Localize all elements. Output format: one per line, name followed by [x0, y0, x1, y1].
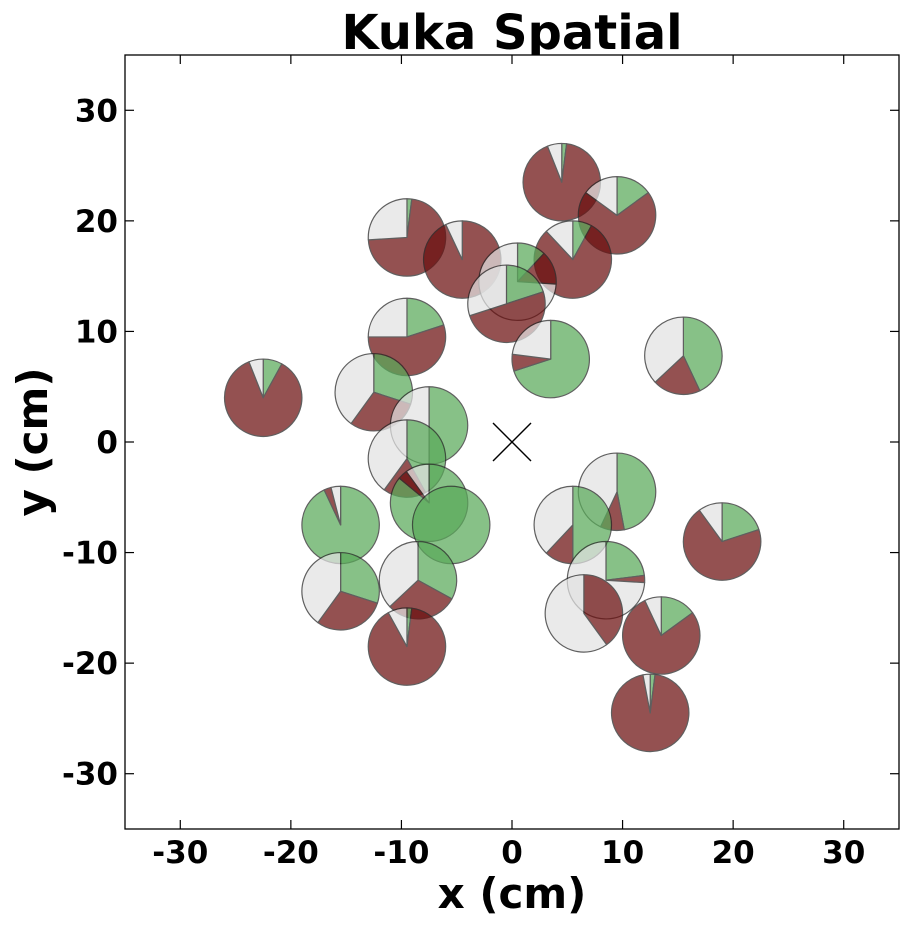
- pie-slice-failure: [622, 599, 701, 675]
- x-tick-label: 10: [601, 835, 644, 871]
- pie-slice-success: [513, 319, 590, 399]
- x-tick-label: -20: [263, 835, 319, 871]
- pie-slice-unknown: [467, 264, 508, 317]
- pie-marker: [682, 502, 762, 581]
- pie-slice-success: [682, 316, 723, 392]
- pie-marker: [301, 551, 380, 631]
- pie-slice-unknown: [387, 607, 408, 648]
- pie-slice-unknown: [585, 176, 618, 216]
- pie-slice-unknown: [248, 358, 264, 399]
- pie-markers: [223, 142, 762, 753]
- pie-slice-unknown: [544, 574, 608, 653]
- pie-marker: [644, 316, 723, 395]
- pie-slice-unknown: [698, 502, 723, 543]
- pie-slice-failure: [223, 361, 303, 438]
- pie-slice-unknown: [330, 485, 342, 526]
- center-marker-stroke: [492, 422, 532, 462]
- pie-slice-success: [605, 540, 645, 581]
- pie-slice-unknown: [644, 596, 662, 637]
- pie-slice-success: [505, 264, 544, 305]
- pie-slice-unknown: [533, 485, 574, 554]
- pie-marker: [367, 607, 447, 686]
- pie-slice-failure: [583, 574, 624, 646]
- x-tick-label: 0: [501, 835, 523, 871]
- y-tick-label: -10: [62, 536, 118, 572]
- pie-slice-unknown: [644, 316, 684, 383]
- pie-marker: [622, 596, 701, 675]
- x-axis-title: x (cm): [438, 869, 587, 918]
- y-tick-label: 0: [96, 425, 118, 461]
- pie-slice-unknown: [367, 419, 408, 491]
- x-tick-label: -10: [373, 835, 429, 871]
- pie-marker: [378, 540, 458, 620]
- x-tick-label: 20: [712, 835, 755, 871]
- x-tick-label: 30: [822, 835, 865, 871]
- x-tick-label: -30: [152, 835, 208, 871]
- pie-slice-failure: [682, 509, 762, 581]
- pie-slice-unknown: [511, 319, 552, 360]
- pie-slice-failure: [654, 355, 701, 395]
- pie-slice-unknown: [545, 220, 574, 261]
- pie-slice-unknown: [378, 540, 419, 608]
- y-axis-title: y (cm): [8, 367, 57, 516]
- pie-slice-unknown: [546, 142, 563, 183]
- pie-marker: [511, 319, 590, 399]
- chart-title: Kuka Spatial: [341, 5, 682, 61]
- y-tick-label: 30: [75, 93, 118, 129]
- pie-slice-unknown: [367, 198, 408, 241]
- pie-slice-success: [406, 297, 445, 338]
- pie-slice-success: [721, 502, 760, 543]
- pie-marker: [544, 574, 624, 653]
- pie-slice-success: [340, 551, 380, 604]
- y-tick-label: -30: [62, 757, 118, 793]
- pie-marker: [610, 673, 690, 753]
- pie-slice-unknown: [642, 673, 651, 714]
- pie-slice-success: [616, 452, 657, 531]
- pie-slice-unknown: [301, 551, 342, 624]
- pie-slice-unknown: [334, 352, 375, 425]
- center-x-marker: [492, 422, 532, 462]
- y-tick-label: 10: [75, 314, 118, 350]
- pie-slice-unknown: [367, 297, 408, 338]
- pie-marker: [223, 358, 303, 438]
- pie-slice-unknown: [405, 463, 430, 504]
- pie-slice-success: [417, 540, 458, 600]
- y-axis-ticks: -30 -20 -10 0 10 20 30: [62, 93, 899, 793]
- pie-slice-unknown: [445, 220, 463, 261]
- x-axis-ticks: -30 -20 -10 0 10 20 30: [152, 55, 865, 871]
- y-tick-label: -20: [62, 646, 118, 682]
- y-tick-label: 20: [75, 204, 118, 240]
- pie-slice-failure: [317, 590, 379, 631]
